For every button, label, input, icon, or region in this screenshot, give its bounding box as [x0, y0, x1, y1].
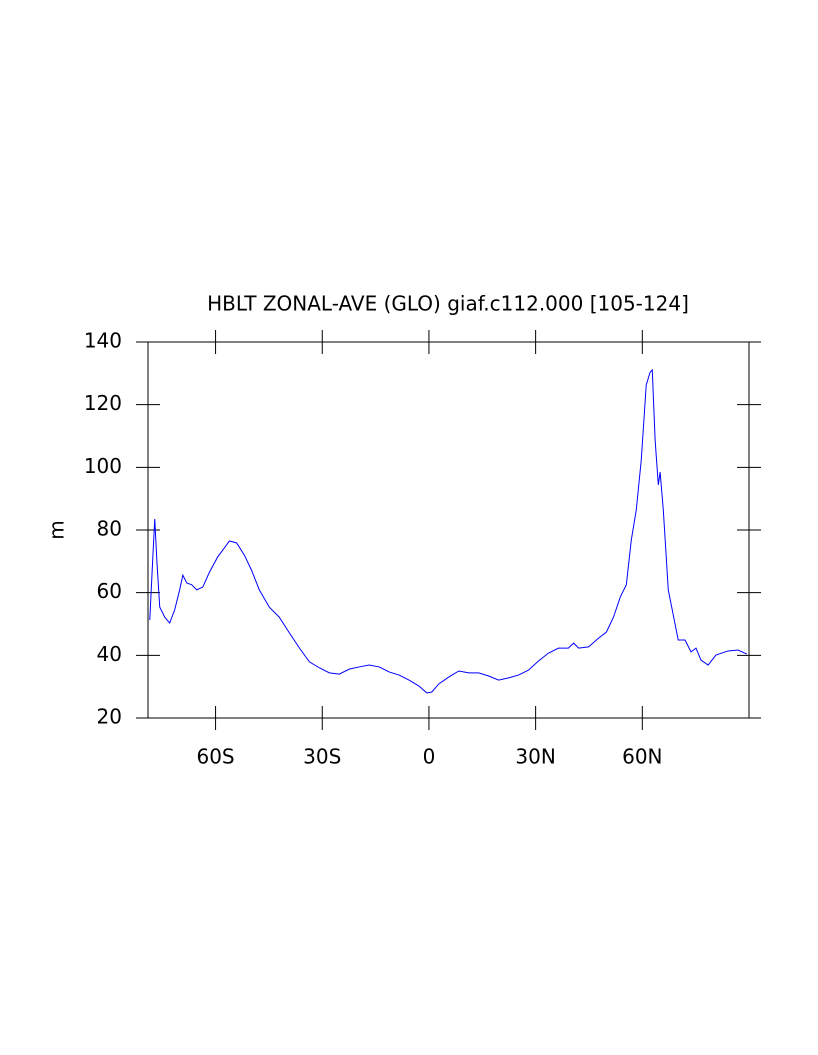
y-tick-label: 40 [97, 642, 122, 666]
y-tick-label: 140 [84, 329, 122, 353]
y-tick-label: 100 [84, 454, 122, 478]
x-tick-label: 60N [622, 745, 662, 769]
x-tick-label: 30S [303, 745, 341, 769]
y-tick-label: 80 [97, 517, 122, 541]
data-line [149, 368, 748, 694]
plot-frame [147, 341, 750, 719]
y-tick-label: 60 [97, 579, 122, 603]
x-tick-label: 30N [515, 745, 555, 769]
x-tick-label: 60S [196, 745, 234, 769]
x-tick-label: 0 [423, 745, 436, 769]
chart-title: HBLT ZONAL-AVE (GLO) giaf.c112.000 [105-… [207, 292, 689, 316]
y-axis-label: m [45, 520, 69, 539]
y-tick-label: 120 [84, 391, 122, 415]
y-tick-label: 20 [97, 705, 122, 729]
